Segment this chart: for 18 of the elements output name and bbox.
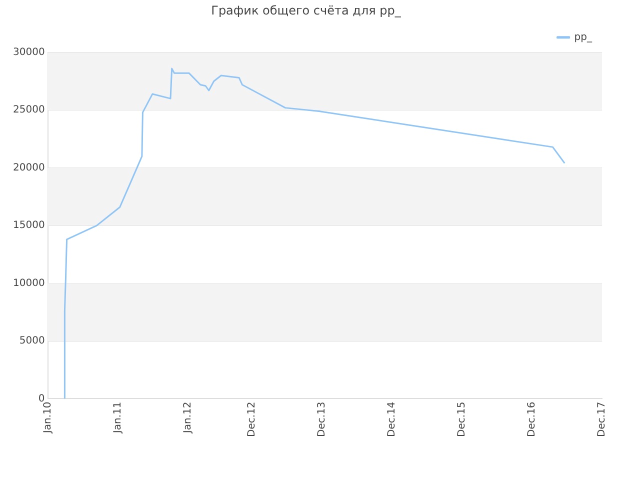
y-tick-label: 25000 [13,104,45,116]
y-tick-label: 10000 [13,278,45,289]
x-tick-label: Dec.12 [246,402,258,438]
x-tick-label: Dec.15 [456,402,468,438]
x-tick-label: Jan.12 [182,402,194,434]
y-tick-label: 30000 [13,46,45,58]
y-tick-label: 20000 [13,162,45,174]
x-tick-label: Jan.11 [112,402,124,434]
x-tick-label: Jan.10 [42,402,54,434]
x-tick-label: Dec.17 [596,402,608,438]
legend-label: pp_ [574,32,593,43]
chart-title: График общего счёта для pp_ [211,3,402,18]
x-tick-label: Dec.16 [526,402,538,438]
x-tick-label: Dec.13 [316,402,328,438]
y-tick-label: 5000 [19,336,45,347]
y-tick-label: 0 [38,393,45,404]
y-tick-label: 15000 [13,220,45,232]
x-tick-label: Dec.14 [386,402,398,438]
